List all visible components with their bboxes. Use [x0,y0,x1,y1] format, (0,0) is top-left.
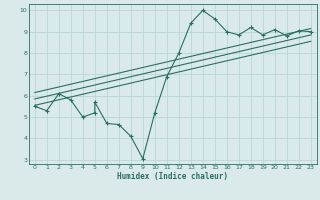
X-axis label: Humidex (Indice chaleur): Humidex (Indice chaleur) [117,172,228,181]
